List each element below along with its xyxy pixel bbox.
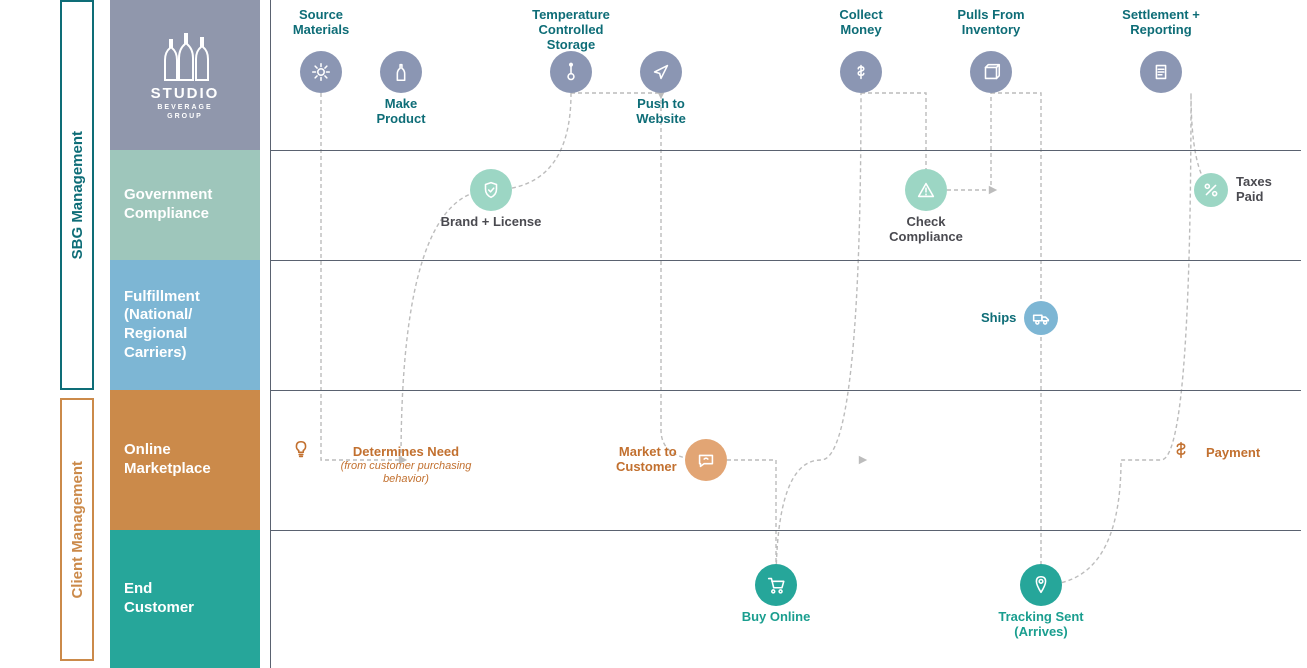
node-need_text: Determines Need (from customer purchasin…	[336, 445, 476, 485]
node-buy: Buy Online	[716, 564, 836, 625]
node-make: Make Product	[341, 51, 461, 127]
column-header: Source Materials	[266, 8, 376, 38]
studio-sub: BEVERAGE GROUP	[157, 104, 212, 122]
lane-divider	[271, 150, 1301, 151]
row-fulfill-label: Fulfillment (National/ Regional Carriers…	[124, 288, 200, 363]
node-push: Push to Website	[601, 51, 721, 127]
node-market_cust: Market to Customer	[616, 439, 727, 481]
node-settle	[1101, 51, 1221, 93]
node-check: Check Compliance	[866, 169, 986, 245]
node-pulls	[931, 51, 1051, 93]
row-market: Online Marketplace	[110, 390, 260, 530]
node-track: Tracking Sent (Arrives)	[981, 564, 1101, 640]
row-end: End Customer	[110, 530, 260, 668]
node-taxes: Taxes Paid	[1194, 173, 1272, 207]
client-management-label: Client Management	[69, 461, 86, 599]
row-market-label: Online Marketplace	[124, 441, 211, 479]
sbg-management-tab: SBG Management	[60, 0, 94, 390]
lane-divider	[271, 260, 1301, 261]
row-fulfill: Fulfillment (National/ Regional Carriers…	[110, 260, 260, 390]
node-pay_icon: Payment	[1170, 439, 1260, 467]
column-header: Pulls From Inventory	[936, 8, 1046, 38]
column-header: Temperature Controlled Storage	[516, 8, 626, 53]
row-labels-column: STUDIO BEVERAGE GROUP Government Complia…	[110, 0, 260, 668]
node-brand: Brand + License	[431, 169, 551, 230]
lane-divider	[271, 390, 1301, 391]
sbg-management-label: SBG Management	[69, 131, 86, 259]
row-gov-label: Government Compliance	[124, 186, 212, 224]
row-studio: STUDIO BEVERAGE GROUP	[110, 0, 260, 150]
row-gov: Government Compliance	[110, 150, 260, 260]
node-collect	[801, 51, 921, 93]
column-header: Settlement + Reporting	[1106, 8, 1216, 38]
column-header: Collect Money	[806, 8, 916, 38]
row-end-label: End Customer	[124, 580, 194, 618]
flow-chart-area: Source MaterialsTemperature Controlled S…	[270, 0, 1300, 668]
bottles-logo-icon	[155, 28, 215, 83]
studio-title: STUDIO	[151, 85, 220, 104]
node-ships: Ships	[981, 301, 1058, 335]
lane-divider	[271, 530, 1301, 531]
client-management-tab: Client Management	[60, 398, 94, 661]
